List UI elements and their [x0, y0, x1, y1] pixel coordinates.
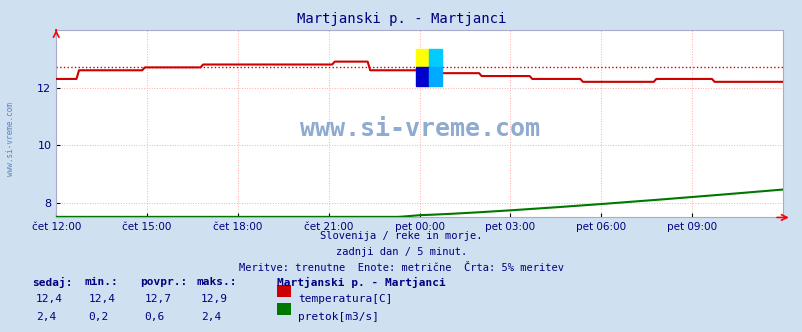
Text: Meritve: trenutne  Enote: metrične  Črta: 5% meritev: Meritve: trenutne Enote: metrične Črta: …: [239, 263, 563, 273]
Text: zadnji dan / 5 minut.: zadnji dan / 5 minut.: [335, 247, 467, 257]
Text: temperatura[C]: temperatura[C]: [298, 294, 392, 304]
Text: maks.:: maks.:: [196, 277, 237, 287]
FancyBboxPatch shape: [415, 49, 428, 67]
Text: 12,7: 12,7: [144, 294, 172, 304]
Text: 0,2: 0,2: [88, 312, 108, 322]
Text: povpr.:: povpr.:: [140, 277, 188, 287]
Text: Slovenija / reke in morje.: Slovenija / reke in morje.: [320, 231, 482, 241]
Text: 2,4: 2,4: [36, 312, 56, 322]
Text: www.si-vreme.com: www.si-vreme.com: [299, 117, 539, 141]
Text: www.si-vreme.com: www.si-vreme.com: [6, 103, 15, 176]
FancyBboxPatch shape: [415, 67, 428, 86]
Text: Martjanski p. - Martjanci: Martjanski p. - Martjanci: [277, 277, 445, 288]
FancyBboxPatch shape: [428, 49, 442, 67]
Text: 12,4: 12,4: [36, 294, 63, 304]
Text: 12,4: 12,4: [88, 294, 115, 304]
Text: Martjanski p. - Martjanci: Martjanski p. - Martjanci: [297, 12, 505, 26]
Text: sedaj:: sedaj:: [32, 277, 72, 288]
Text: 12,9: 12,9: [200, 294, 228, 304]
FancyBboxPatch shape: [428, 67, 442, 86]
Text: min.:: min.:: [84, 277, 118, 287]
Text: 0,6: 0,6: [144, 312, 164, 322]
Text: pretok[m3/s]: pretok[m3/s]: [298, 312, 379, 322]
Text: 2,4: 2,4: [200, 312, 221, 322]
